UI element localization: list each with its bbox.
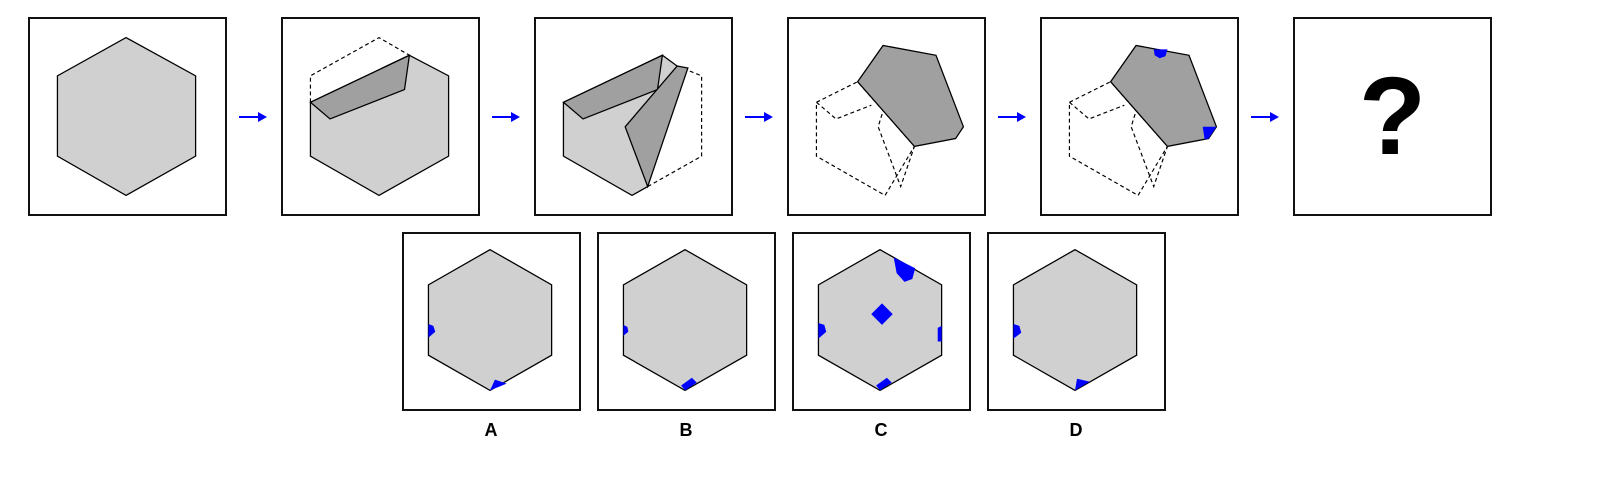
arrow-icon	[744, 110, 774, 124]
option-c-panel[interactable]	[792, 232, 971, 411]
step-2-panel	[281, 17, 480, 216]
option-c-hexagon	[794, 234, 969, 409]
hexagon-face	[57, 38, 195, 196]
step-1-panel	[28, 17, 227, 216]
arrow-icon	[238, 110, 268, 124]
unfolded-hexagon	[30, 19, 225, 214]
hexagon-face	[428, 250, 551, 391]
third-fold	[789, 19, 984, 214]
option-d-panel[interactable]	[987, 232, 1166, 411]
inner-fold-dashed	[1069, 102, 1124, 119]
option-a-panel[interactable]	[402, 232, 581, 411]
option-d-hexagon	[989, 234, 1164, 409]
hole-right-edge	[938, 326, 942, 342]
hexagon-face	[623, 250, 746, 391]
option-a-hexagon	[404, 234, 579, 409]
final-folded-shape	[858, 45, 964, 146]
arrow-icon	[491, 110, 521, 124]
question-mark: ?	[1295, 19, 1490, 214]
arrow-icon	[1250, 110, 1280, 124]
step-5-panel	[1040, 17, 1239, 216]
option-d-label[interactable]: D	[1056, 420, 1096, 441]
punched-fold	[1042, 19, 1237, 214]
step-4-panel	[787, 17, 986, 216]
final-folded-shape	[1111, 45, 1217, 146]
second-fold	[536, 19, 731, 214]
question-panel: ?	[1293, 17, 1492, 216]
option-c-label[interactable]: C	[861, 420, 901, 441]
hexagon-face	[1013, 250, 1136, 391]
arrow-icon	[997, 110, 1027, 124]
inner-fold-dashed	[816, 102, 871, 119]
option-b-panel[interactable]	[597, 232, 776, 411]
step-3-panel	[534, 17, 733, 216]
option-a-label[interactable]: A	[471, 420, 511, 441]
option-b-hexagon	[599, 234, 774, 409]
option-b-label[interactable]: B	[666, 420, 706, 441]
first-fold	[283, 19, 478, 214]
